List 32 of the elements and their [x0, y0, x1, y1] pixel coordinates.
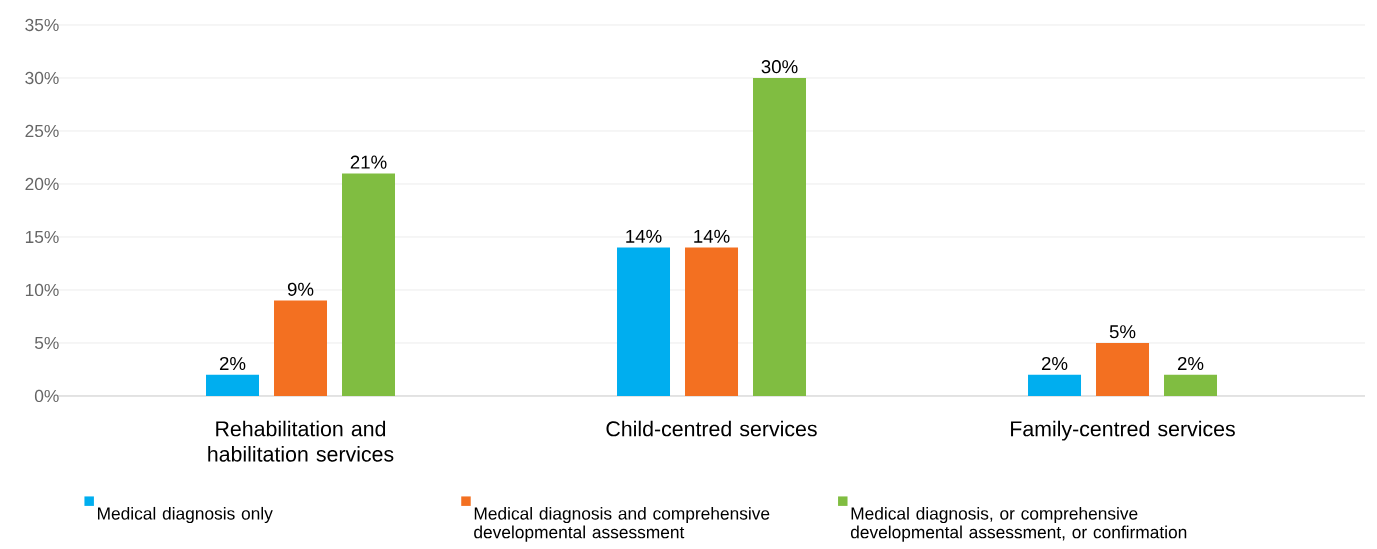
- y-tick-label: 30%: [25, 71, 59, 85]
- bar: [617, 247, 671, 396]
- bar: [1164, 374, 1218, 396]
- legend-label: Medical diagnosis and comprehensive developmental assessment: [474, 506, 770, 542]
- x-tick-label: Child-centred services: [606, 420, 817, 437]
- data-label: 14%: [626, 229, 662, 243]
- bar: [685, 247, 739, 396]
- y-tick-label: 0%: [34, 389, 59, 403]
- x-tick-label: Rehabilitation and habilitation services: [208, 420, 394, 462]
- data-label: 30%: [761, 60, 798, 74]
- bar: [1096, 342, 1150, 396]
- x-tick-label: Family-centred services: [1011, 420, 1235, 441]
- y-tick-label: 5%: [34, 336, 59, 350]
- data-label: 2%: [1177, 356, 1204, 371]
- bar: [1028, 374, 1082, 396]
- y-tick-label: 25%: [25, 124, 59, 138]
- legend-label: Medical diagnosis only: [98, 506, 273, 524]
- y-tick-label: 10%: [25, 283, 59, 297]
- bar: [206, 374, 260, 396]
- bar: [753, 77, 807, 396]
- data-label: 21%: [350, 155, 387, 169]
- data-label: 5%: [1109, 325, 1136, 339]
- y-tick-label: 20%: [25, 177, 59, 191]
- y-tick-label: 35%: [25, 18, 59, 32]
- bar: [342, 173, 395, 396]
- y-tick-label: 15%: [25, 230, 59, 244]
- data-label: 14%: [694, 229, 730, 243]
- data-label: 2%: [1041, 356, 1068, 371]
- legend-label: Medical diagnosis, or comprehensive developmental assessment, or confirmation: [850, 506, 1187, 542]
- data-label: 2%: [219, 356, 246, 371]
- bar: [274, 300, 328, 396]
- data-label: 9%: [287, 282, 314, 296]
